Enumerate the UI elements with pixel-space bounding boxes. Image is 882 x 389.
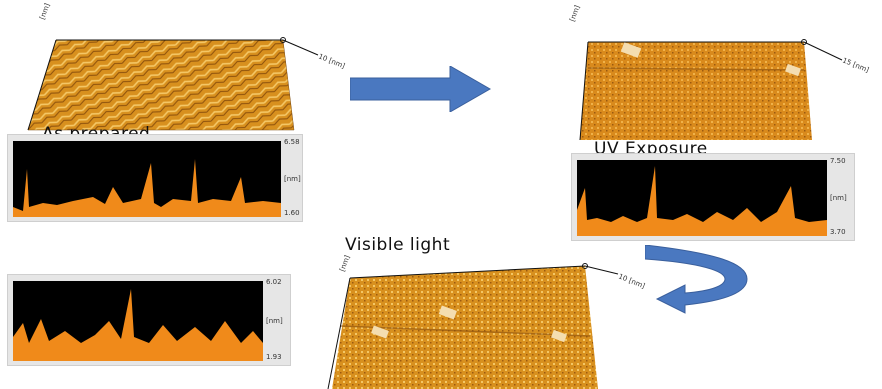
profile-min-label: 1.60 <box>284 209 300 217</box>
profile-min-label: 3.70 <box>830 228 846 236</box>
profile-unit-label: [nm] <box>266 317 283 325</box>
profile-max-label: 6.58 <box>284 138 300 146</box>
arrow-right-icon <box>350 66 492 112</box>
profile-trace <box>13 159 281 217</box>
svg-text:[nm]: [nm] <box>38 2 51 21</box>
profile-max-label: 7.50 <box>830 157 846 165</box>
x-axis-unit: 10 [nm] <box>617 272 646 290</box>
profile-plot <box>13 141 281 217</box>
profile-trace <box>13 289 263 361</box>
x-axis-unit: 10 [nm] <box>317 52 346 70</box>
profile-min-label: 1.93 <box>266 353 282 361</box>
profile-unit-label: [nm] <box>284 175 301 183</box>
profile-plot <box>577 160 827 236</box>
profile-trace <box>577 166 827 236</box>
afm-image-visible-light: [nm] 10 [nm] <box>300 248 700 389</box>
profile-uv-exposure: 7.50 [nm] 3.70 <box>571 153 855 241</box>
profile-plot <box>13 281 263 361</box>
afm-image-uv-exposure: [nm] 15 [nm] <box>560 0 882 150</box>
caption-visible-light: Visible light <box>345 235 451 255</box>
curved-arrow-icon <box>645 245 748 314</box>
svg-text:[nm]: [nm] <box>568 4 581 23</box>
profile-max-label: 6.02 <box>266 278 282 286</box>
svg-text:[nm]: [nm] <box>338 254 351 273</box>
profile-visible-light: 6.02 [nm] 1.93 <box>7 274 291 366</box>
afm-image-as-prepared: [nm] 10 [nm] <box>0 0 360 140</box>
profile-unit-label: [nm] <box>830 194 847 202</box>
x-axis-unit: 15 [nm] <box>841 56 870 74</box>
profile-as-prepared: 6.58 [nm] 1.60 <box>7 134 303 222</box>
